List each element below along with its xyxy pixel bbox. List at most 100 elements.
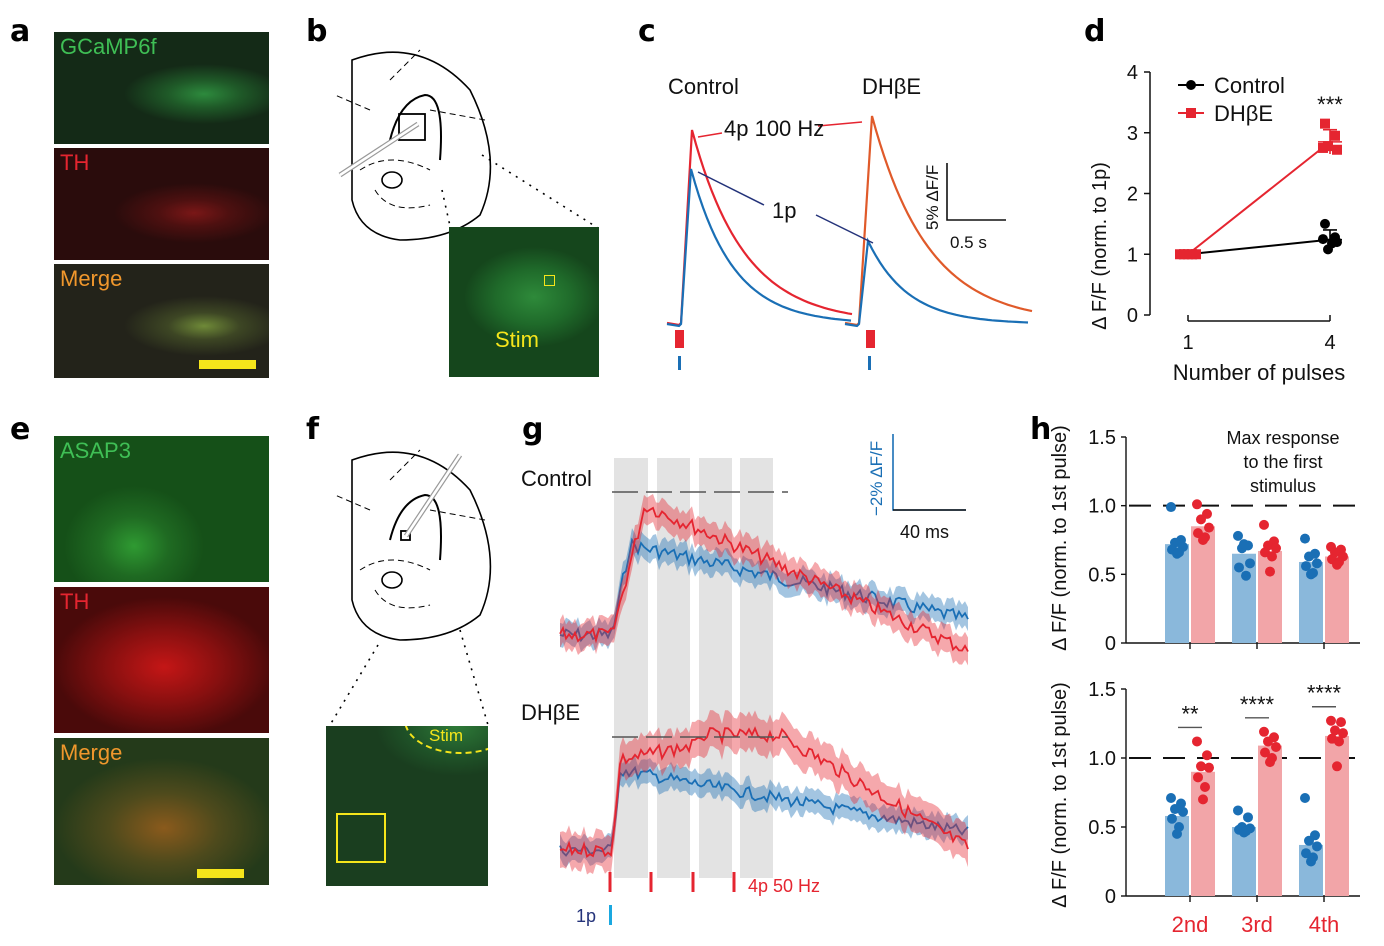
condition-label-control: Control xyxy=(521,466,592,491)
panel-label-c: c xyxy=(638,14,656,49)
data-point xyxy=(1233,805,1243,816)
data-point xyxy=(1304,835,1314,846)
stimulus-window xyxy=(699,458,732,878)
stim-marker-4p xyxy=(675,330,684,348)
region-box xyxy=(400,530,411,541)
y-tick-label: 0 xyxy=(1105,633,1116,655)
series-line-control xyxy=(1187,238,1331,256)
trace-control-1p xyxy=(666,168,852,328)
legend-label-control: Control xyxy=(1214,73,1285,98)
data-point xyxy=(1202,750,1212,761)
stim-label-1p: 1p xyxy=(576,906,596,926)
stim-marker-4p xyxy=(866,330,875,348)
data-point xyxy=(1332,761,1342,772)
annot-leader-4p xyxy=(697,132,723,138)
micrograph-asap3: ASAP3 xyxy=(54,436,269,582)
scale-bar-g xyxy=(892,434,966,511)
y-axis-label-bottom: Δ F/F (norm. to 1st pulse) xyxy=(1049,682,1071,908)
bar-dhbe xyxy=(1325,735,1349,896)
stim-label: Stim xyxy=(495,327,539,352)
inset-fluorescence-f: Stim xyxy=(326,726,488,886)
condition-label-dhbe: DHβE xyxy=(521,700,580,725)
y-tick-label: 0.5 xyxy=(1088,817,1116,839)
inset-fluorescence-b: Stim xyxy=(449,227,599,377)
data-point xyxy=(1170,804,1180,815)
series-line-dhbe xyxy=(1187,141,1331,256)
data-point xyxy=(1172,548,1182,559)
scale-x-label: 0.5 s xyxy=(950,233,987,252)
data-point xyxy=(1334,736,1344,747)
data-point xyxy=(1332,144,1342,155)
y-tick-label: 2 xyxy=(1127,184,1138,206)
roi-box xyxy=(544,275,555,286)
panel-label-e: e xyxy=(10,412,31,447)
traces-panel-g: Control DHβE −2% ΔF/F 40 ms 4p 50 Hz 1p xyxy=(521,434,969,926)
stim-marker-4p xyxy=(732,872,736,892)
stim-marker-4p xyxy=(608,872,612,892)
data-point xyxy=(1312,558,1322,569)
condition-label-control: Control xyxy=(668,74,739,99)
stimulus-window xyxy=(657,458,690,878)
data-point xyxy=(1263,736,1273,747)
y-tick-label: 1 xyxy=(1127,244,1138,266)
bar-dhbe xyxy=(1258,550,1282,643)
y-axis-label: Δ F/F (norm. to 1p) xyxy=(1089,162,1111,330)
micrograph-label: Merge xyxy=(60,266,123,291)
brain-inner-arc xyxy=(389,93,442,161)
x-tick-label: 4th xyxy=(1309,912,1340,937)
data-point xyxy=(1271,543,1281,554)
stim-marker-1p xyxy=(678,356,681,370)
data-point xyxy=(1200,781,1210,792)
data-point xyxy=(1192,499,1202,510)
annot-leader-4p xyxy=(817,121,863,127)
stim-marker-1p xyxy=(868,356,871,370)
annot-leader-1p xyxy=(697,171,765,206)
significance-label: ** xyxy=(1181,701,1199,726)
data-point xyxy=(1306,569,1316,580)
data-point xyxy=(1312,841,1322,852)
micrograph-label: Merge xyxy=(60,740,123,765)
panel-label-g: g xyxy=(522,412,544,447)
data-point xyxy=(1326,715,1336,726)
data-point xyxy=(1332,559,1342,570)
legend: Control DHβE xyxy=(1178,73,1285,126)
chart-panel-d: 0 1 2 3 4 1 4 Δ F/F (norm. to 1p) Number of pu… xyxy=(1089,62,1345,385)
annot-4p-100hz: 4p 100 Hz xyxy=(724,116,824,141)
y-tick-label: 3 xyxy=(1127,123,1138,145)
stim-marker-4p xyxy=(691,872,695,892)
data-point xyxy=(1320,218,1330,229)
roi-box xyxy=(336,813,386,863)
trace-dhbe-4p-sem xyxy=(560,710,968,875)
significance-label: **** xyxy=(1307,681,1342,706)
data-point xyxy=(1198,535,1208,545)
data-point xyxy=(1338,728,1348,739)
panel-label-f: f xyxy=(306,412,320,447)
legend-label-dhbe: DHβE xyxy=(1214,101,1273,126)
micrograph-gcamp6f: GCaMP6f xyxy=(54,32,269,144)
trace-control-1p xyxy=(559,537,969,643)
data-point xyxy=(1167,813,1177,824)
data-point xyxy=(1243,812,1253,823)
data-point xyxy=(1193,772,1203,783)
y-tick-label: 1.5 xyxy=(1088,679,1116,701)
data-point xyxy=(1259,726,1269,737)
legend-marker-control xyxy=(1186,80,1196,90)
x-axis-label: Number of pulses xyxy=(1173,360,1345,385)
data-point xyxy=(1320,118,1330,129)
y-tick-label: 1.0 xyxy=(1088,748,1116,770)
data-point xyxy=(1267,551,1277,562)
data-point xyxy=(1271,741,1281,752)
data-point xyxy=(1239,539,1249,550)
bar-control xyxy=(1165,544,1189,643)
significance-label: *** xyxy=(1317,92,1343,117)
data-point xyxy=(1306,856,1316,867)
stim-marker-1p xyxy=(609,905,612,925)
traces-panel-c: Control DHβE 4p 100 Hz 1p 5% ΔF/F 0.5 s xyxy=(666,74,1033,370)
scale-y-label: 5% ΔF/F xyxy=(923,165,942,230)
scale-bar xyxy=(199,360,256,369)
trace-control-4p xyxy=(559,506,969,652)
panel-label-a: a xyxy=(10,14,31,49)
chart-h-bottom: 0 0.5 1.0 1.5 2nd ** 3rd **** 4th **** xyxy=(1088,679,1360,937)
bar-dhbe xyxy=(1191,771,1215,896)
scale-x-label: 40 ms xyxy=(900,522,949,542)
